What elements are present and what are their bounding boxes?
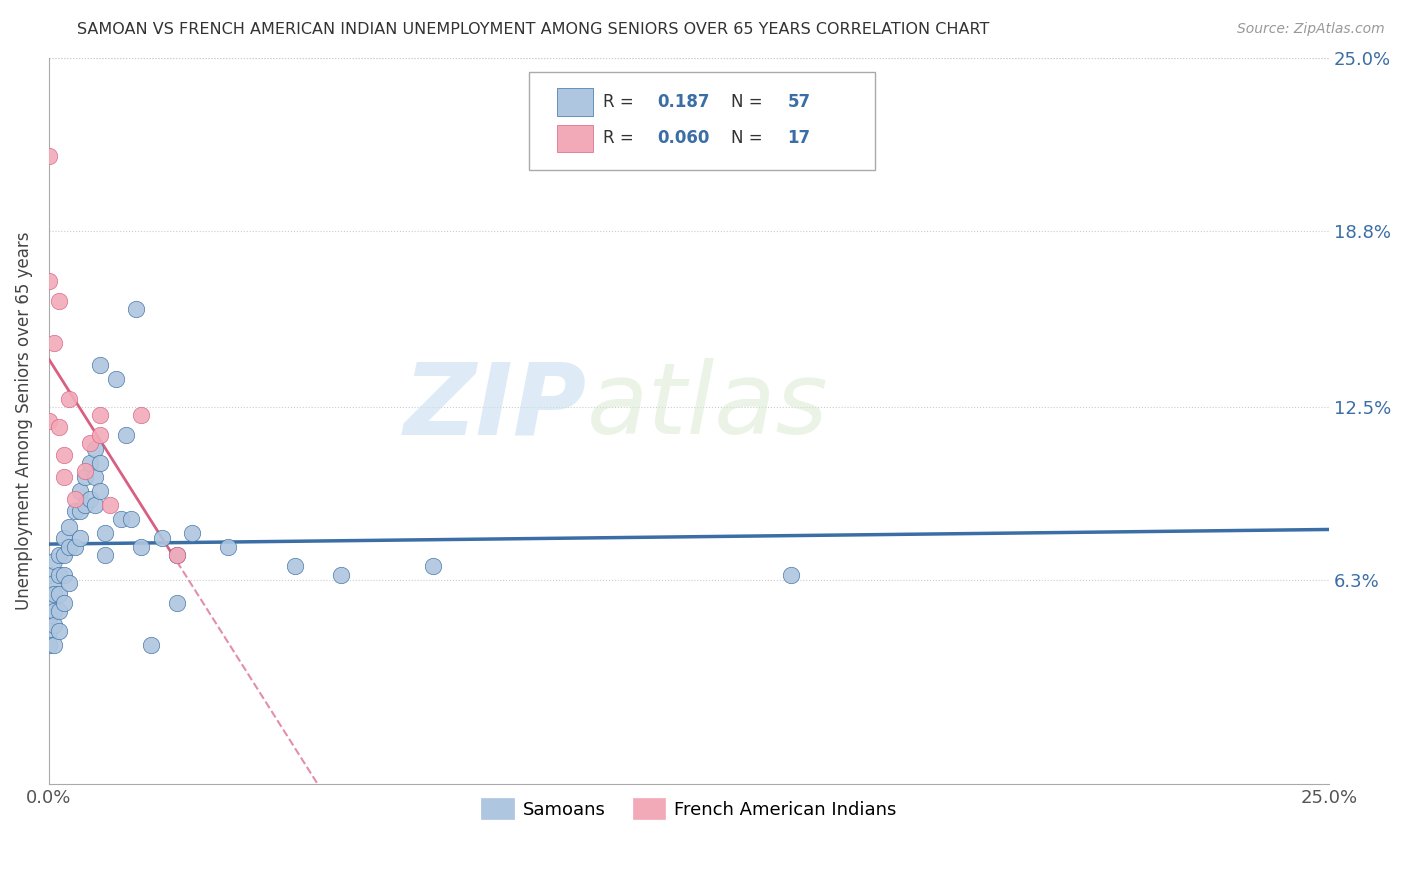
Point xyxy=(58,540,80,554)
Text: 0.187: 0.187 xyxy=(657,93,710,111)
Point xyxy=(89,456,111,470)
Point xyxy=(217,540,239,554)
Point xyxy=(38,414,60,428)
Point xyxy=(84,442,107,456)
Text: 17: 17 xyxy=(787,129,811,147)
Point xyxy=(48,293,70,308)
Point xyxy=(84,498,107,512)
Point xyxy=(48,419,70,434)
Text: SAMOAN VS FRENCH AMERICAN INDIAN UNEMPLOYMENT AMONG SENIORS OVER 65 YEARS CORREL: SAMOAN VS FRENCH AMERICAN INDIAN UNEMPLO… xyxy=(77,22,990,37)
Point xyxy=(53,548,76,562)
Point xyxy=(38,638,60,652)
Text: 0.060: 0.060 xyxy=(657,129,709,147)
FancyBboxPatch shape xyxy=(557,125,593,153)
Point xyxy=(79,456,101,470)
Point xyxy=(38,274,60,288)
Point xyxy=(48,604,70,618)
Point xyxy=(48,567,70,582)
Point xyxy=(48,624,70,638)
Point xyxy=(69,503,91,517)
Point xyxy=(53,470,76,484)
Point xyxy=(104,372,127,386)
Point xyxy=(125,302,148,317)
Text: atlas: atlas xyxy=(586,358,828,455)
Point xyxy=(38,567,60,582)
Point xyxy=(63,540,86,554)
Point xyxy=(53,532,76,546)
Point xyxy=(58,576,80,591)
Point xyxy=(114,428,136,442)
Point xyxy=(69,532,91,546)
Point xyxy=(69,483,91,498)
Point xyxy=(63,503,86,517)
Point xyxy=(181,525,204,540)
Point xyxy=(780,567,803,582)
Point xyxy=(38,587,60,601)
Point xyxy=(79,436,101,450)
Point xyxy=(100,498,122,512)
Point xyxy=(73,498,96,512)
Point xyxy=(94,525,117,540)
Point xyxy=(38,148,60,162)
Text: N =: N = xyxy=(731,129,768,147)
Point xyxy=(79,492,101,507)
Text: R =: R = xyxy=(603,93,640,111)
Point xyxy=(284,559,307,574)
FancyBboxPatch shape xyxy=(557,88,593,116)
Point xyxy=(89,409,111,423)
Point xyxy=(53,567,76,582)
Point xyxy=(73,464,96,478)
Point xyxy=(84,470,107,484)
Point xyxy=(89,358,111,372)
Point xyxy=(38,609,60,624)
Point xyxy=(166,596,188,610)
Point xyxy=(58,392,80,406)
FancyBboxPatch shape xyxy=(529,72,875,170)
Point xyxy=(42,638,65,652)
Point xyxy=(42,576,65,591)
Point xyxy=(48,548,70,562)
Point xyxy=(58,520,80,534)
Y-axis label: Unemployment Among Seniors over 65 years: Unemployment Among Seniors over 65 years xyxy=(15,232,32,610)
Point xyxy=(73,470,96,484)
Point xyxy=(63,492,86,507)
Point xyxy=(53,448,76,462)
Text: 57: 57 xyxy=(787,93,811,111)
Text: Source: ZipAtlas.com: Source: ZipAtlas.com xyxy=(1237,22,1385,37)
Point xyxy=(42,587,65,601)
Point xyxy=(53,596,76,610)
Point xyxy=(166,548,188,562)
Point xyxy=(89,428,111,442)
Point xyxy=(120,512,142,526)
Point xyxy=(110,512,132,526)
Point xyxy=(89,483,111,498)
Text: N =: N = xyxy=(731,93,768,111)
Point xyxy=(42,554,65,568)
Point xyxy=(38,624,60,638)
Text: R =: R = xyxy=(603,129,640,147)
Point xyxy=(48,587,70,601)
Text: ZIP: ZIP xyxy=(404,358,586,455)
Point xyxy=(329,567,352,582)
Point xyxy=(422,559,444,574)
Point xyxy=(129,540,152,554)
Point xyxy=(42,604,65,618)
Point xyxy=(141,638,163,652)
Point xyxy=(42,618,65,632)
Point xyxy=(42,335,65,350)
Point xyxy=(150,532,173,546)
Point xyxy=(94,548,117,562)
Legend: Samoans, French American Indians: Samoans, French American Indians xyxy=(474,791,904,826)
Point xyxy=(38,596,60,610)
Point xyxy=(129,409,152,423)
Point xyxy=(166,548,188,562)
